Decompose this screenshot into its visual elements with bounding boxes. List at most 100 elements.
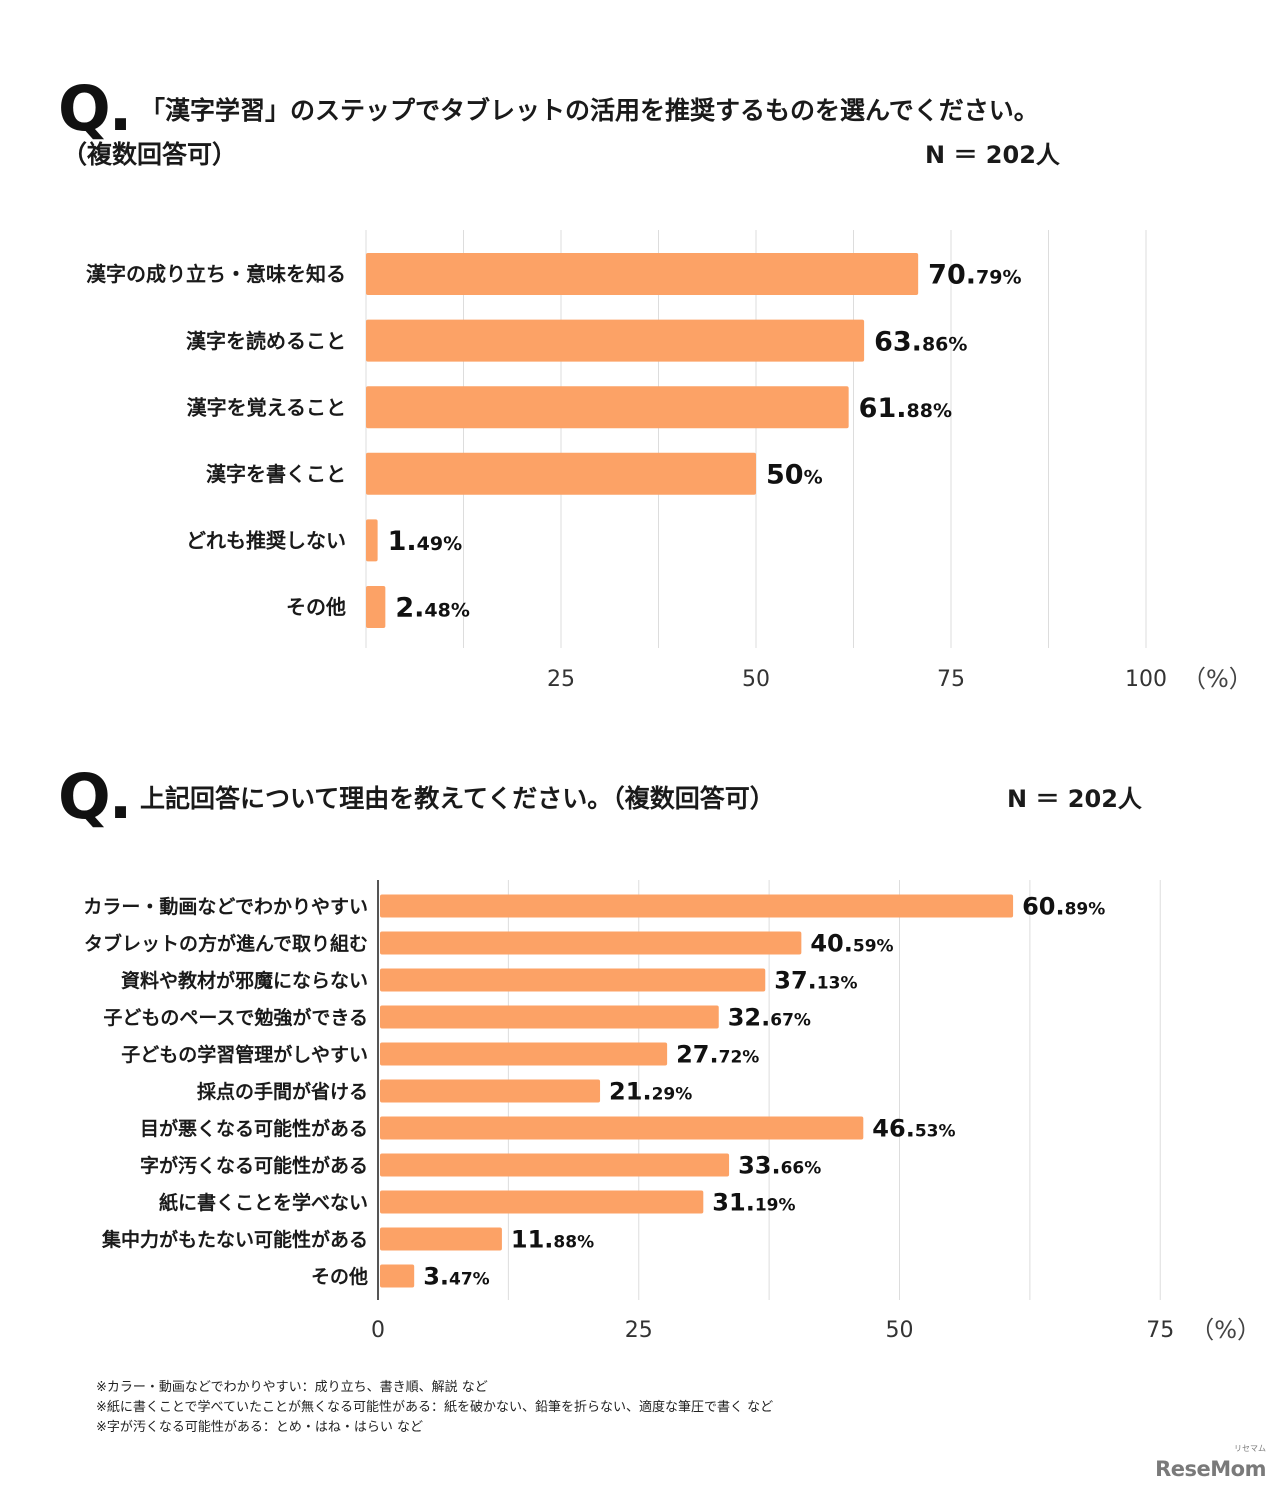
value-label-integer: 60. bbox=[1022, 893, 1065, 921]
category-label: 資料や教材が邪魔にならない bbox=[121, 969, 368, 992]
footnote-2: ※紙に書くことで学べていたことが無くなる可能性がある：紙を破かない、鉛筆を折らな… bbox=[96, 1400, 774, 1415]
value-label-integer: 50 bbox=[766, 460, 804, 491]
category-label: 採点の手間が省ける bbox=[197, 1080, 368, 1103]
value-label-decimal: 47% bbox=[449, 1270, 490, 1290]
category-label: 子どものペースで勉強ができる bbox=[103, 1006, 368, 1029]
category-label: どれも推奨しない bbox=[186, 529, 346, 553]
value-label-integer: 27. bbox=[676, 1041, 719, 1069]
chart-1: 25 50 75 100 （%） 漢字の成り立ち・意味を知る 70.79% 漢字を読めること 6… bbox=[86, 230, 1253, 693]
value-label-decimal: 13% bbox=[817, 974, 858, 994]
logo-ruby: リセマム bbox=[1234, 1444, 1266, 1453]
bar bbox=[366, 319, 865, 362]
bar bbox=[366, 253, 919, 295]
value-label: 11.88% bbox=[511, 1226, 594, 1254]
category-label: 子どもの学習管理がしやすい bbox=[121, 1043, 368, 1066]
value-label: 27.72% bbox=[676, 1041, 759, 1069]
value-label: 2.48% bbox=[395, 593, 470, 624]
bar bbox=[366, 452, 756, 495]
bar bbox=[380, 1153, 730, 1177]
category-label: 字が汚くなる可能性がある bbox=[140, 1154, 368, 1177]
value-label: 1.49% bbox=[388, 526, 463, 557]
value-label-decimal: 67% bbox=[770, 1011, 811, 1031]
x-axis-unit-label: （%） bbox=[1190, 1316, 1261, 1344]
value-label-integer: 61. bbox=[859, 393, 907, 424]
value-label-integer: 3. bbox=[423, 1263, 449, 1291]
value-label-integer: 1. bbox=[388, 526, 417, 557]
bar bbox=[366, 586, 386, 628]
category-label: 集中力がもたない可能性がある bbox=[101, 1228, 368, 1251]
resemom-logo: ReseMom bbox=[1155, 1457, 1266, 1481]
value-label: 40.59% bbox=[810, 930, 893, 958]
category-label: タブレットの方が進んで取り組む bbox=[84, 932, 368, 955]
chart-2: 0 25 50 75 （%） カラー・動画などでわかりやすい 60.89% タブレットの方が進… bbox=[83, 880, 1261, 1344]
value-label-decimal: 19% bbox=[755, 1196, 796, 1216]
value-label: 31.19% bbox=[712, 1189, 795, 1217]
value-label-decimal: 72% bbox=[719, 1048, 760, 1068]
value-label: 60.89% bbox=[1022, 893, 1105, 921]
value-label-decimal: 88% bbox=[553, 1233, 594, 1253]
value-label: 63.86% bbox=[874, 326, 967, 357]
question-mark-1: Q. bbox=[58, 72, 132, 145]
value-label: 32.67% bbox=[728, 1004, 811, 1032]
bar bbox=[366, 519, 378, 562]
value-label-integer: 46. bbox=[872, 1115, 915, 1143]
value-label: 46.53% bbox=[872, 1115, 955, 1143]
footnote-1: ※カラー・動画などでわかりやすい：成り立ち、書き順、解説 など bbox=[96, 1380, 488, 1395]
value-label-decimal: 59% bbox=[853, 937, 894, 957]
x-tick-label: 50 bbox=[886, 1318, 914, 1343]
value-label: 50% bbox=[766, 460, 823, 491]
value-label-decimal: 53% bbox=[915, 1122, 956, 1142]
category-label: 紙に書くことを学べない bbox=[159, 1191, 368, 1214]
value-label-decimal: % bbox=[804, 467, 823, 489]
value-label: 61.88% bbox=[859, 393, 952, 424]
value-label: 3.47% bbox=[423, 1263, 490, 1291]
category-label: その他 bbox=[286, 595, 346, 619]
value-label-decimal: 88% bbox=[907, 400, 952, 422]
value-label-integer: 33. bbox=[738, 1152, 781, 1180]
category-label: 漢字を覚えること bbox=[187, 395, 346, 419]
category-label: カラー・動画などでわかりやすい bbox=[83, 896, 368, 918]
value-label-integer: 31. bbox=[712, 1189, 755, 1217]
value-label-decimal: 49% bbox=[417, 533, 462, 555]
bar bbox=[380, 1190, 704, 1214]
value-label-integer: 32. bbox=[728, 1004, 771, 1032]
value-label-decimal: 79% bbox=[976, 267, 1021, 289]
bar bbox=[380, 968, 766, 992]
bar bbox=[380, 1264, 415, 1288]
value-label-decimal: 89% bbox=[1065, 900, 1106, 920]
bar bbox=[380, 1079, 601, 1103]
value-label-integer: 37. bbox=[774, 967, 817, 995]
category-label: その他 bbox=[311, 1265, 368, 1288]
sample-size-1: N ＝ 202人 bbox=[925, 141, 1060, 169]
x-axis-unit-label: （%） bbox=[1182, 665, 1253, 693]
x-tick-label: 25 bbox=[625, 1318, 653, 1343]
bar bbox=[366, 386, 849, 429]
category-label: 目が悪くなる可能性がある bbox=[140, 1117, 368, 1140]
value-label-decimal: 86% bbox=[922, 333, 967, 355]
value-label: 37.13% bbox=[774, 967, 857, 995]
value-label-integer: 2. bbox=[395, 593, 424, 624]
x-tick-label: 75 bbox=[937, 667, 965, 692]
value-label: 21.29% bbox=[609, 1078, 692, 1106]
bar bbox=[380, 931, 802, 955]
category-label: 漢字を読めること bbox=[186, 329, 346, 353]
category-label: 漢字の成り立ち・意味を知る bbox=[86, 262, 346, 286]
footnotes: ※カラー・動画などでわかりやすい：成り立ち、書き順、解説 など ※紙に書くことで… bbox=[96, 1378, 773, 1438]
x-tick-label: 75 bbox=[1146, 1318, 1174, 1343]
question-subtitle-1: （複数回答可） bbox=[62, 140, 238, 169]
value-label-integer: 11. bbox=[511, 1226, 554, 1254]
x-tick-label: 50 bbox=[742, 667, 770, 692]
question-mark-2: Q. bbox=[58, 760, 132, 833]
value-label-decimal: 29% bbox=[652, 1085, 693, 1105]
value-label-decimal: 66% bbox=[781, 1159, 822, 1179]
bar bbox=[380, 1042, 668, 1066]
value-label-decimal: 48% bbox=[424, 600, 469, 622]
value-label-integer: 70. bbox=[928, 260, 976, 291]
value-label-integer: 63. bbox=[874, 326, 922, 357]
x-tick-label: 25 bbox=[547, 667, 575, 692]
value-label-integer: 40. bbox=[810, 930, 853, 958]
bar bbox=[380, 1227, 502, 1251]
value-label: 33.66% bbox=[738, 1152, 821, 1180]
x-tick-label: 100 bbox=[1125, 667, 1167, 692]
value-label-integer: 21. bbox=[609, 1078, 652, 1106]
